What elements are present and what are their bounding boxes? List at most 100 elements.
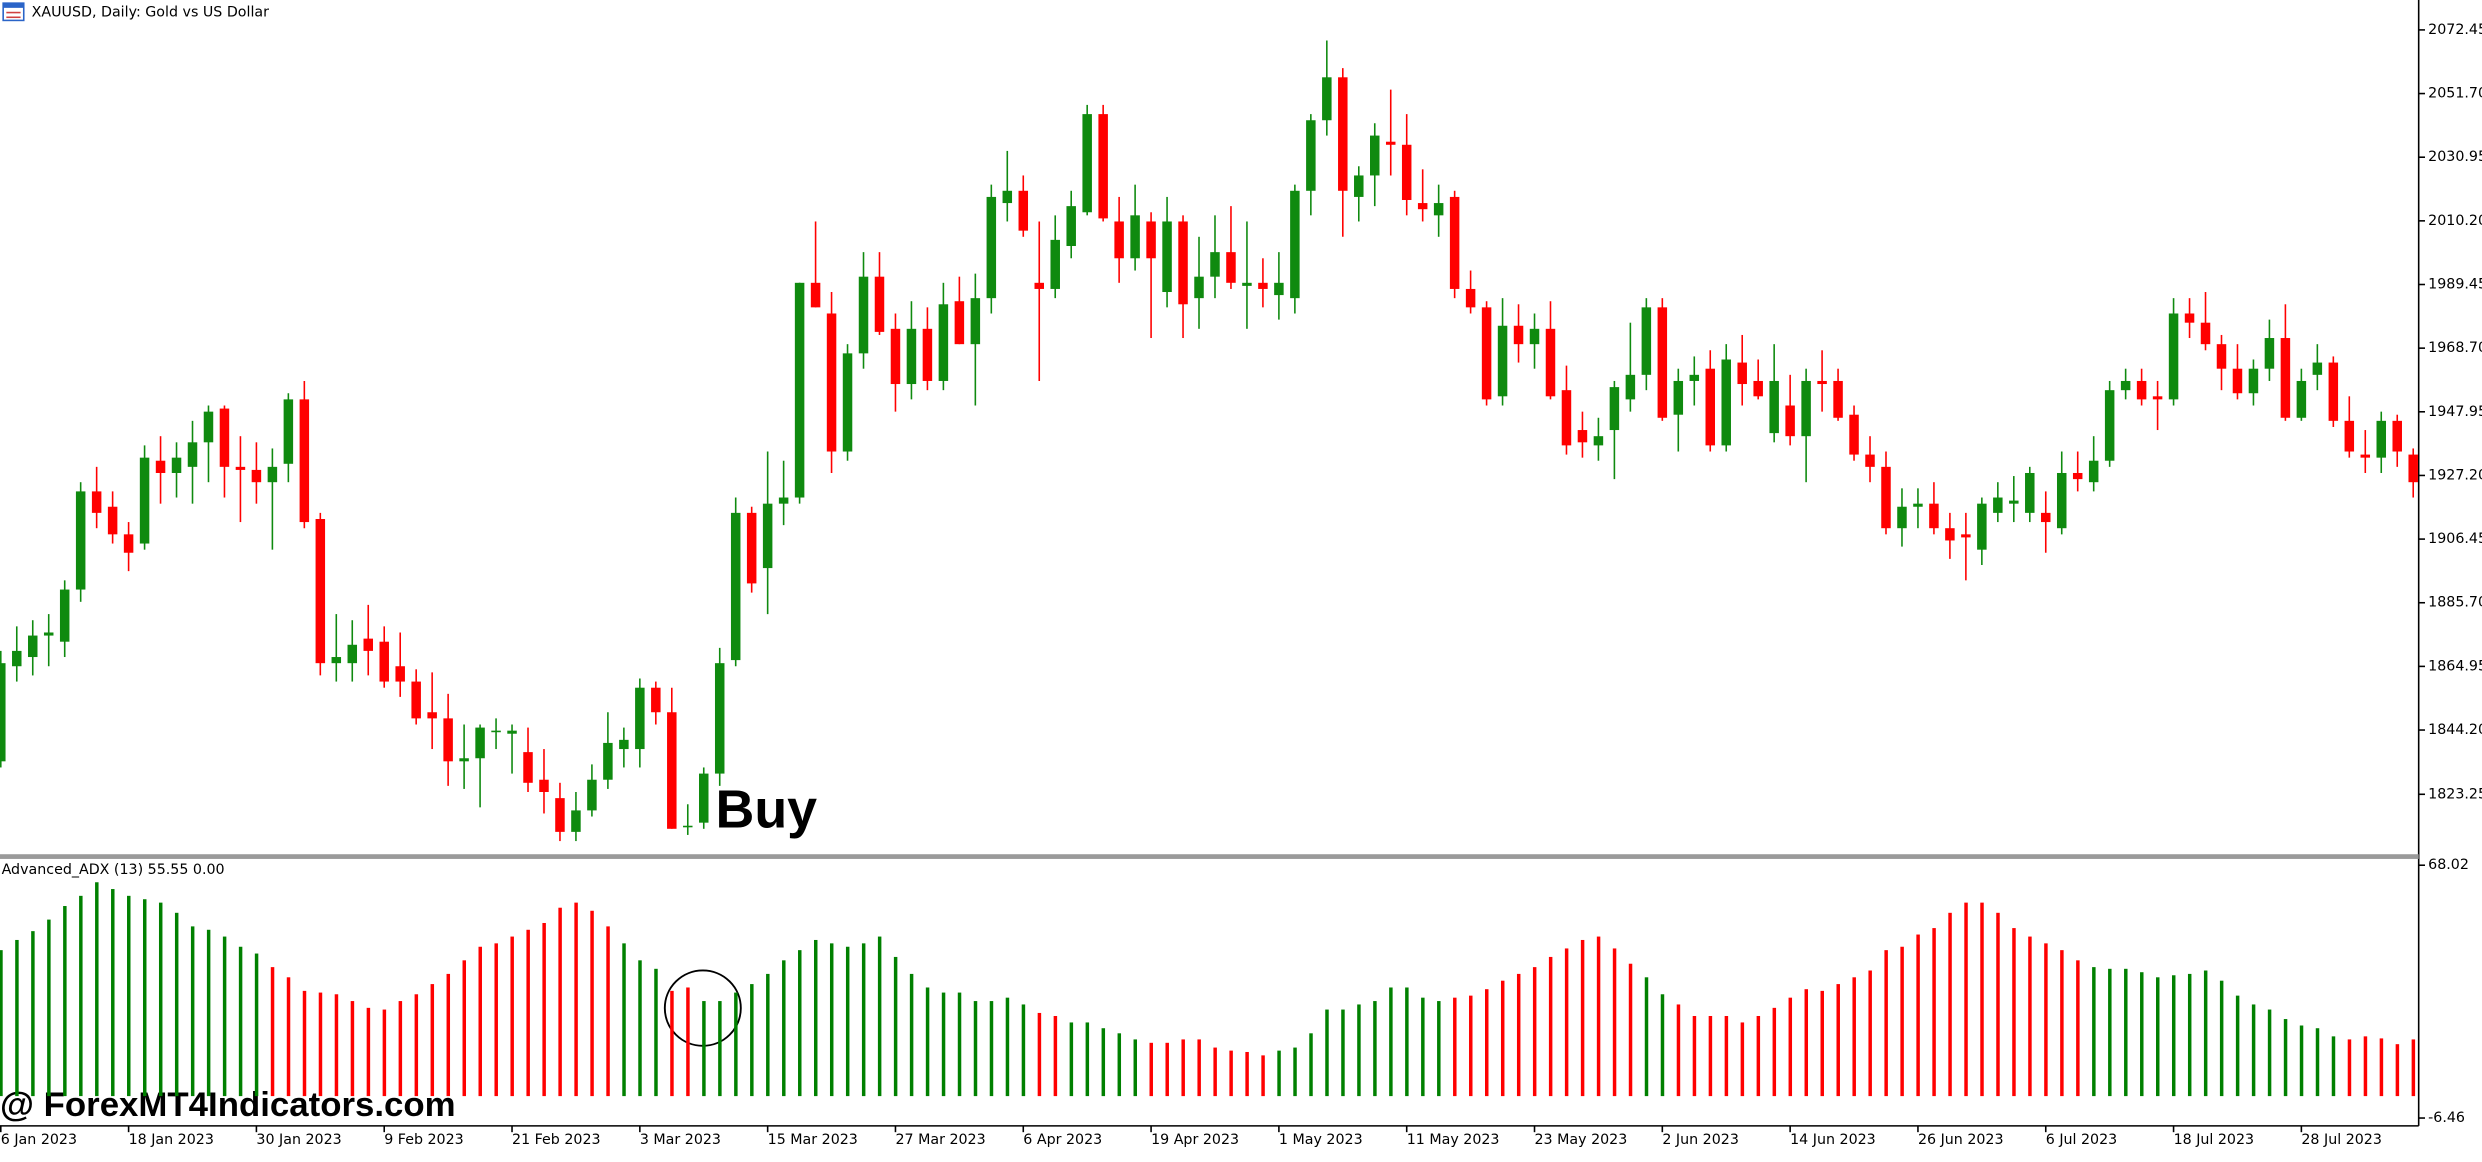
candle-body <box>43 632 54 636</box>
histogram-bar <box>1772 1007 1777 1097</box>
candle-body <box>155 460 166 473</box>
histogram-bar <box>174 912 179 1097</box>
histogram-bar <box>95 882 99 1097</box>
histogram-bar <box>1021 1004 1026 1097</box>
candle-body <box>1401 144 1412 200</box>
candle-body <box>1258 282 1268 289</box>
candle-body <box>778 497 789 504</box>
y-tick-label: 2010.20 <box>2428 213 2482 229</box>
candle-body <box>1945 528 1955 541</box>
watermark: @ ForexMT4Indicators.com <box>0 1086 456 1124</box>
histogram-bar <box>1964 902 1968 1097</box>
histogram-bar <box>2108 968 2112 1097</box>
candle-body <box>1961 534 1971 538</box>
histogram-bar <box>1724 1015 1729 1097</box>
histogram-bar <box>638 960 642 1097</box>
histogram-bar <box>1692 1015 1697 1097</box>
candle-body <box>1082 114 1092 213</box>
histogram-bar <box>190 926 195 1097</box>
histogram-bar <box>622 943 626 1097</box>
candle-body <box>283 399 294 464</box>
histogram-bar <box>1852 977 1856 1097</box>
histogram-bar <box>1341 1009 1345 1097</box>
histogram-bar <box>414 994 419 1097</box>
candle-body <box>1529 328 1540 345</box>
histogram-bar <box>1453 997 1457 1097</box>
y-tick-label: 2030.95 <box>2428 149 2482 165</box>
histogram-bar <box>1836 984 1840 1097</box>
candle-body <box>1625 374 1636 400</box>
histogram-bar <box>941 992 946 1097</box>
histogram-bar <box>158 902 163 1097</box>
histogram-bar <box>829 943 834 1097</box>
y-tick-label: 1823.25 <box>2428 786 2482 802</box>
candle-body <box>75 491 86 590</box>
candle-body <box>2025 472 2035 513</box>
histogram-bar <box>670 990 674 1097</box>
histogram-bar <box>2363 1036 2368 1097</box>
candle-body <box>810 282 821 308</box>
candle-body <box>683 825 693 828</box>
candle-body <box>107 506 118 535</box>
histogram-bar <box>1804 989 1809 1097</box>
histogram-bar <box>2203 970 2208 1097</box>
x-tick-label: 15 Mar 2023 <box>768 1132 858 1148</box>
candle-body <box>2264 338 2275 369</box>
candle-body <box>2216 344 2227 369</box>
histogram-bar <box>606 926 610 1097</box>
candle-body <box>2344 420 2355 452</box>
candle-body <box>1513 325 1524 345</box>
candle-body <box>1641 307 1652 375</box>
histogram-bar <box>1580 939 1585 1097</box>
histogram-bar <box>1165 1042 1169 1097</box>
candle-body <box>347 644 358 664</box>
histogram-bar <box>286 977 291 1097</box>
y-tick-label: 1844.20 <box>2428 722 2482 738</box>
histogram-bar <box>2187 973 2192 1097</box>
x-tick-label: 27 Mar 2023 <box>895 1132 985 1148</box>
histogram-bar <box>2219 980 2224 1097</box>
histogram-bar <box>2140 972 2144 1097</box>
y-tick-label: 2051.70 <box>2428 86 2482 102</box>
histogram-bar <box>206 929 211 1097</box>
histogram-bar <box>510 936 514 1097</box>
histogram-bar <box>542 922 546 1097</box>
x-tick-label: 6 Jan 2023 <box>1 1132 77 1148</box>
histogram-bar <box>1884 950 1888 1097</box>
candle-body <box>475 727 485 759</box>
candle-body <box>1274 282 1284 296</box>
histogram-bar <box>1149 1042 1153 1097</box>
candle-body <box>826 313 837 452</box>
candle-body <box>794 282 805 498</box>
candle-body <box>1465 288 1476 308</box>
histogram-bar <box>1469 995 1473 1097</box>
x-tick-label: 18 Jan 2023 <box>129 1132 214 1148</box>
candle-body <box>1290 190 1300 299</box>
histogram-bar <box>1532 967 1537 1097</box>
candle-body <box>1242 282 1252 286</box>
histogram-bar <box>254 953 259 1097</box>
candle-body <box>1993 497 2003 513</box>
candle-body <box>1162 221 1172 293</box>
candle-body <box>2296 380 2307 418</box>
y-tick-label: 1864.95 <box>2428 658 2482 674</box>
histogram-bar <box>79 895 83 1097</box>
y-tick-label: 1906.45 <box>2428 531 2482 547</box>
candle-body <box>922 328 933 381</box>
x-tick-label: 3 Mar 2023 <box>640 1132 721 1148</box>
candle-body <box>251 469 262 483</box>
histogram-bar <box>1101 1028 1106 1097</box>
pane-separator <box>0 854 2419 859</box>
candle-body <box>203 411 214 443</box>
histogram-bar <box>142 899 147 1097</box>
histogram-bar <box>462 960 467 1097</box>
candle-body <box>139 457 150 544</box>
histogram-bar <box>718 1001 722 1097</box>
histogram-bar <box>1548 956 1553 1097</box>
candle-body <box>1226 252 1236 283</box>
candle-body <box>299 399 310 523</box>
histogram-bar <box>877 936 882 1097</box>
candle-body <box>571 810 581 832</box>
histogram-bar <box>270 967 275 1097</box>
